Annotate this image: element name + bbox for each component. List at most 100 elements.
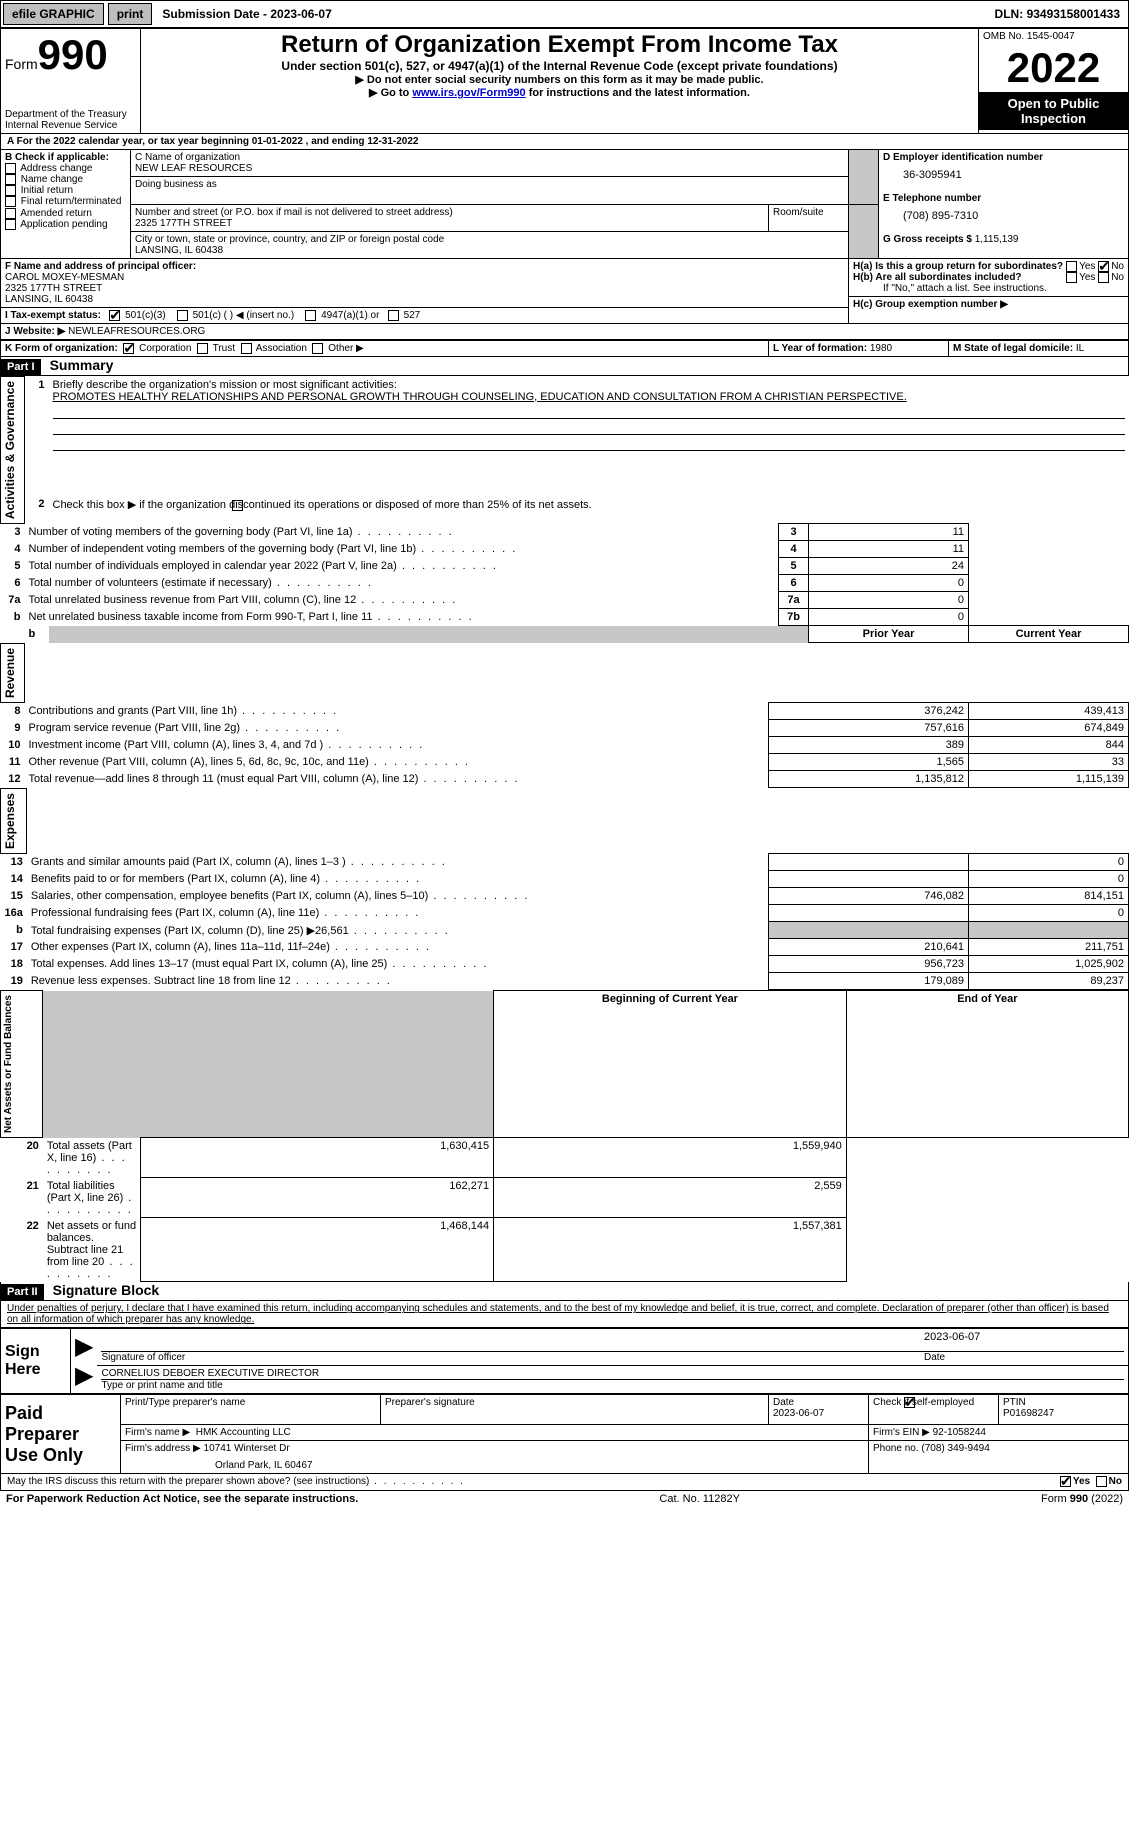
section-i: I Tax-exempt status: 501(c)(3) 501(c) ( …	[1, 308, 849, 324]
section-k: K Form of organization: Corporation Trus…	[1, 341, 769, 357]
line1-label: Briefly describe the organization's miss…	[53, 379, 1125, 391]
discuss-yes-checkbox[interactable]	[1060, 1476, 1071, 1487]
paid-preparer-table: Paid Preparer Use Only Print/Type prepar…	[0, 1394, 1129, 1474]
section-b-label: B Check if applicable:	[5, 152, 126, 163]
instr-1: ▶ Do not enter social security numbers o…	[145, 73, 974, 86]
street-value: 2325 177TH STREET	[135, 218, 764, 229]
dept-label: Department of the Treasury Internal Reve…	[5, 109, 136, 131]
type-name-label: Type or print name and title	[101, 1379, 1124, 1391]
firm-name: Firm's name ▶ HMK Accounting LLC	[121, 1425, 869, 1441]
checkbox-final-return/terminated[interactable]	[5, 196, 16, 207]
efile-button[interactable]: efile GRAPHIC	[3, 3, 104, 25]
discuss-line: May the IRS discuss this return with the…	[0, 1474, 1129, 1490]
other-checkbox[interactable]	[312, 343, 323, 354]
f-officer-label: F Name and address of principal officer:	[5, 261, 844, 272]
tax-year: 2022	[979, 44, 1128, 92]
self-employed-checkbox[interactable]	[904, 1397, 915, 1408]
side-na: Net Assets or Fund Balances	[1, 991, 16, 1137]
line2-checkbox[interactable]	[232, 500, 243, 511]
col-current: Current Year	[969, 626, 1129, 643]
city-value: LANSING, IL 60438	[135, 245, 844, 256]
date-label: Date	[924, 1352, 1124, 1363]
sign-here-table: Sign Here ▶▶ 2023-06-07 Signature of off…	[0, 1328, 1129, 1394]
officer-street: 2325 177TH STREET	[5, 283, 844, 294]
header-table: Form990 Department of the Treasury Inter…	[0, 28, 1129, 134]
city-label: City or town, state or province, country…	[135, 234, 844, 245]
info-table: B Check if applicable: Address change Na…	[0, 149, 1129, 340]
4947-checkbox[interactable]	[305, 310, 316, 321]
discuss-no-checkbox[interactable]	[1096, 1476, 1107, 1487]
trust-checkbox[interactable]	[197, 343, 208, 354]
d-ein-label: D Employer identification number	[883, 152, 1124, 163]
sig-arrow-icon: ▶▶	[71, 1329, 98, 1394]
ptin-label: PTIN	[1003, 1397, 1124, 1408]
checkbox-application-pending[interactable]	[5, 219, 16, 230]
submission-date: Submission Date - 2023-06-07	[154, 4, 339, 24]
footer-right: Form 990 (2022)	[1041, 1493, 1123, 1505]
section-h: H(a) Is this a group return for subordin…	[849, 259, 1129, 297]
sign-here-label: Sign Here	[1, 1329, 71, 1394]
part2-header: Part II	[1, 1284, 44, 1300]
officer-printed-name: CORNELIUS DEBOER EXECUTIVE DIRECTOR	[101, 1368, 1124, 1379]
col-begin: Beginning of Current Year	[494, 991, 847, 1138]
line1-value: PROMOTES HEALTHY RELATIONSHIPS AND PERSO…	[53, 391, 1125, 403]
top-bar: efile GRAPHIC print Submission Date - 20…	[0, 0, 1129, 28]
firm-ein: Firm's EIN ▶ 92-1058244	[869, 1425, 1129, 1441]
part1-table: Activities & Governance 1 Briefly descri…	[0, 376, 1129, 643]
self-employed: Check if self-employed	[869, 1395, 999, 1425]
part1-title: Summary	[44, 357, 114, 373]
prep-name-label: Print/Type preparer's name	[125, 1397, 376, 1408]
ha-no-checkbox[interactable]	[1098, 261, 1109, 272]
side-ag: Activities & Governance	[1, 377, 19, 523]
corp-checkbox[interactable]	[123, 343, 134, 354]
section-m: M State of legal domicile: IL	[949, 341, 1129, 357]
print-button[interactable]: print	[108, 3, 153, 25]
501c-checkbox[interactable]	[177, 310, 188, 321]
sig-officer-label: Signature of officer	[101, 1352, 924, 1363]
officer-city: LANSING, IL 60438	[5, 294, 844, 305]
declaration: Under penalties of perjury, I declare th…	[0, 1301, 1129, 1328]
checkbox-name-change[interactable]	[5, 174, 16, 185]
form-number: 990	[38, 31, 108, 78]
side-rev: Revenue	[1, 644, 19, 702]
officer-name: CAROL MOXEY-MESMAN	[5, 272, 844, 283]
netassets-table: Net Assets or Fund Balances Beginning of…	[0, 990, 1129, 1282]
inspection-box: Open to Public Inspection	[979, 92, 1128, 130]
501c3-checkbox[interactable]	[109, 310, 120, 321]
form-word: Form	[5, 56, 38, 72]
paid-preparer-label: Paid Preparer Use Only	[1, 1395, 121, 1474]
col-end: End of Year	[846, 991, 1128, 1138]
side-exp: Expenses	[1, 789, 19, 853]
section-l: L Year of formation: 1980	[769, 341, 949, 357]
dln: DLN: 93493158001433	[987, 4, 1128, 24]
form-subtitle: Under section 501(c), 527, or 4947(a)(1)…	[145, 59, 974, 73]
checkbox-initial-return[interactable]	[5, 185, 16, 196]
prep-sig-label: Preparer's signature	[385, 1397, 764, 1408]
prep-date-label: Date	[773, 1397, 864, 1408]
prep-date: 2023-06-07	[773, 1408, 864, 1419]
revenue-table: Revenue 8Contributions and grants (Part …	[0, 643, 1129, 788]
hb-yes-checkbox[interactable]	[1066, 272, 1077, 283]
footer-mid: Cat. No. 11282Y	[659, 1493, 740, 1505]
section-j: J Website: ▶ NEWLEAFRESOURCES.ORG	[1, 324, 1129, 340]
street-label: Number and street (or P.O. box if mail i…	[135, 207, 764, 218]
expenses-table: Expenses 13Grants and similar amounts pa…	[0, 788, 1129, 990]
527-checkbox[interactable]	[388, 310, 399, 321]
irs-link[interactable]: www.irs.gov/Form990	[412, 87, 525, 99]
ha-yes-checkbox[interactable]	[1066, 261, 1077, 272]
dba-label: Doing business as	[135, 179, 844, 190]
phone-value: (708) 895-7310	[883, 204, 1124, 234]
h-c: H(c) Group exemption number ▶	[849, 297, 1129, 324]
ptin-value: P01698247	[1003, 1408, 1124, 1419]
sig-date: 2023-06-07	[924, 1331, 1124, 1351]
col-prior: Prior Year	[809, 626, 969, 643]
assoc-checkbox[interactable]	[241, 343, 252, 354]
form-title: Return of Organization Exempt From Incom…	[145, 31, 974, 59]
footer: For Paperwork Reduction Act Notice, see …	[0, 1491, 1129, 1507]
hb-no-checkbox[interactable]	[1098, 272, 1109, 283]
omb-number: OMB No. 1545-0047	[979, 29, 1128, 44]
checkbox-amended-return[interactable]	[5, 208, 16, 219]
room-label: Room/suite	[773, 207, 844, 218]
org-name: NEW LEAF RESOURCES	[135, 163, 844, 174]
checkbox-address-change[interactable]	[5, 163, 16, 174]
